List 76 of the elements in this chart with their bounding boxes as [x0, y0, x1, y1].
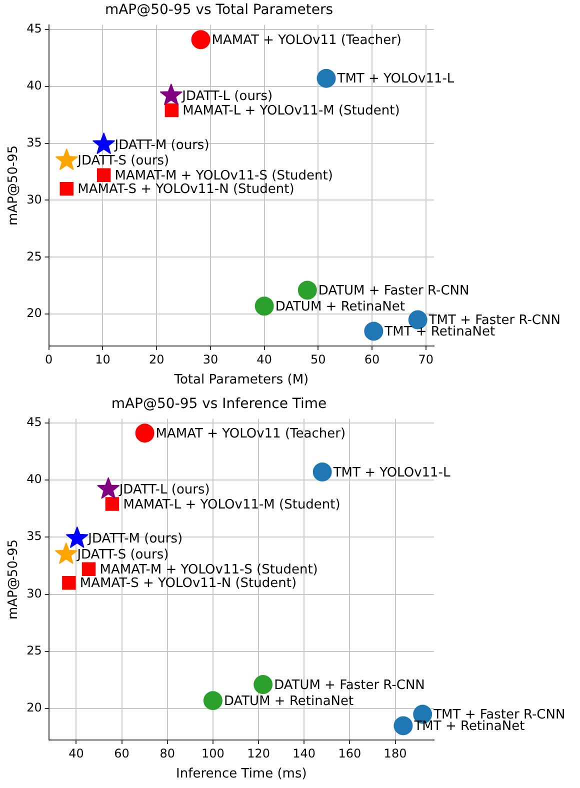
series-label: JDATT-S (ours) — [76, 154, 170, 169]
x-tick-label: 160 — [338, 746, 362, 760]
point — [135, 424, 154, 443]
series-label: TMT + YOLOv11-L — [336, 72, 455, 87]
series-label: MAMAT-S + YOLOv11-N (Student) — [78, 182, 294, 198]
point — [66, 526, 88, 548]
x-tick-label: 100 — [201, 746, 224, 760]
point — [254, 296, 274, 316]
series-label: MAMAT-M + YOLOv11-S (Student) — [100, 562, 318, 578]
series-label: MAMAT-L + YOLOv11-M (Student) — [182, 104, 400, 119]
series-label: JDATT-M (ours) — [114, 138, 210, 153]
x-tick-label: 40 — [256, 352, 272, 366]
y-tick-label: 40 — [26, 472, 42, 486]
chart-title: mAP@50-95 vs Inference Time — [111, 396, 327, 412]
point — [60, 182, 74, 196]
series-label: DATUM + Faster R-CNN — [318, 284, 470, 299]
x-tick-label: 20 — [148, 352, 164, 366]
series-label: DATUM + RetinaNet — [275, 300, 406, 315]
chart-title: mAP@50-95 vs Total Parameters — [104, 2, 334, 18]
point — [394, 716, 413, 736]
point — [203, 691, 222, 710]
point — [92, 132, 116, 154]
series-label: DATUM + Faster R-CNN — [274, 678, 425, 693]
x-axis-title: Inference Time (ms) — [176, 766, 307, 782]
point — [82, 562, 96, 576]
x-tick-label: 60 — [364, 352, 380, 366]
y-tick-label: 45 — [26, 21, 42, 36]
point — [105, 497, 120, 511]
point — [160, 84, 182, 106]
y-axis-title: mAP@50-95 — [6, 539, 22, 620]
y-tick-label: 40 — [26, 78, 42, 92]
x-tick-label: 10 — [95, 352, 110, 366]
y-tick-label: 35 — [26, 529, 42, 544]
x-tick-label: 50 — [310, 352, 326, 366]
x-tick-label: 140 — [292, 746, 316, 760]
series-label: JDATT-S (ours) — [76, 548, 169, 563]
point — [364, 322, 384, 341]
x-tick-label: 80 — [160, 746, 176, 760]
y-tick-label: 35 — [26, 135, 42, 150]
point — [312, 462, 332, 482]
point — [191, 30, 210, 50]
x-tick-label: 30 — [202, 352, 218, 366]
series-label: JDATT-M (ours) — [87, 532, 183, 547]
series-label: MAMAT + YOLOv11 (Teacher) — [156, 426, 346, 442]
x-tick-label: 120 — [247, 746, 270, 760]
y-tick-label: 25 — [26, 249, 42, 264]
x-tick-label: 40 — [68, 746, 84, 760]
series-label: JDATT-L (ours) — [181, 88, 273, 104]
x-tick-label: 180 — [384, 746, 407, 760]
y-axis-title: mAP@50-95 — [6, 145, 22, 226]
point — [97, 477, 120, 499]
series-label: TMT + YOLOv11-L — [332, 465, 451, 480]
series-label: MAMAT-S + YOLOv11-N (Student) — [80, 576, 297, 592]
point — [54, 542, 78, 564]
y-tick-label: 20 — [26, 700, 42, 715]
point — [55, 148, 78, 170]
x-tick-label: 60 — [114, 746, 130, 760]
y-tick-label: 25 — [26, 644, 42, 658]
series-label: MAMAT-L + YOLOv11-M (Student) — [123, 497, 340, 512]
point — [96, 168, 111, 182]
x-tick-label: 70 — [418, 352, 434, 366]
point — [164, 103, 179, 118]
series-label: DATUM + RetinaNet — [224, 694, 354, 709]
y-tick-label: 20 — [26, 306, 42, 320]
series-label: MAMAT + YOLOv11 (Teacher) — [212, 32, 402, 48]
point — [254, 675, 273, 694]
point — [62, 576, 76, 590]
series-label: MAMAT-M + YOLOv11-S (Student) — [114, 168, 333, 184]
x-tick-label: 0 — [45, 352, 53, 366]
series-label: JDATT-L (ours) — [118, 482, 210, 498]
y-tick-label: 30 — [26, 192, 42, 206]
point — [316, 68, 336, 88]
point — [298, 280, 317, 300]
y-tick-label: 45 — [26, 414, 42, 429]
x-axis-title: Total Parameters (M) — [173, 372, 309, 388]
y-tick-label: 30 — [26, 586, 42, 600]
